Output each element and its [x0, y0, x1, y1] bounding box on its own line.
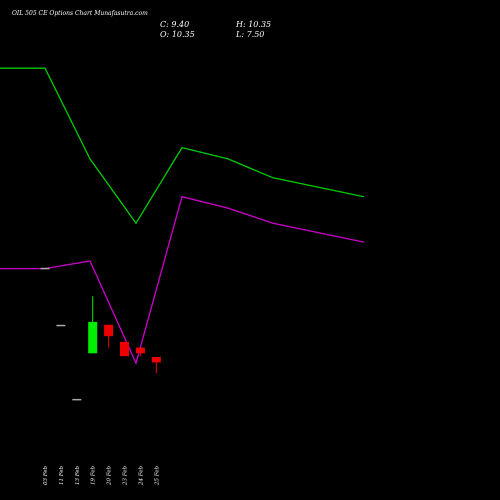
candle-19-feb [88, 296, 98, 354]
low-readout: L: 7.50 [236, 30, 265, 39]
x-tick-label: 23 Feb [123, 466, 129, 487]
high-readout: H: 10.35 [236, 20, 272, 29]
x-tick-label: 25 Feb [154, 466, 160, 487]
candle-body [56, 324, 66, 327]
chart-title: OIL 505 CE Options Chart Munafasutra.com [12, 10, 148, 17]
open-readout: O: 10.35 [160, 30, 195, 39]
candle-25-feb [151, 357, 161, 374]
close-readout: C: 9.40 [160, 20, 190, 29]
candle-13-feb [72, 398, 82, 401]
candle-body [135, 347, 145, 354]
x-tick-label: 20 Feb [107, 466, 113, 487]
candle-03-feb [40, 267, 50, 270]
candle-23-feb [120, 341, 129, 357]
x-tick-label: 11 Feb [59, 466, 65, 486]
candle-body [40, 267, 50, 270]
indicator-line-2 [0, 195, 365, 366]
x-tick-label: 13 Feb [75, 466, 81, 486]
candle-body [72, 398, 82, 401]
x-tick-label: 24 Feb [138, 466, 144, 487]
x-tick-label: 03 Feb [43, 466, 49, 486]
candle-24-feb [135, 347, 145, 357]
candle-body [104, 324, 114, 337]
candle-body [88, 321, 98, 354]
candle-11-feb [56, 324, 66, 327]
x-tick-label: 19 Feb [91, 466, 97, 486]
candle-body [120, 341, 129, 357]
candle-body [151, 357, 161, 363]
indicator-line-1 [0, 67, 365, 225]
candle-20-feb [104, 324, 114, 348]
